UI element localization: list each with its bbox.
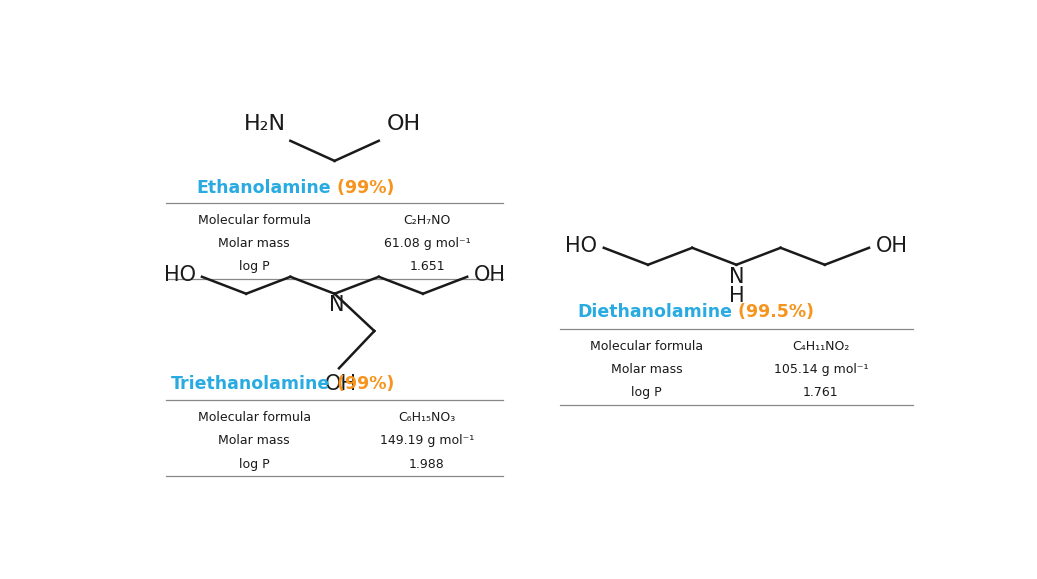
Text: (99%): (99%) (331, 375, 394, 393)
Text: H: H (729, 286, 745, 306)
Text: C₆H₁₅NO₃: C₆H₁₅NO₃ (398, 411, 455, 424)
Text: Diethanolamine: Diethanolamine (578, 303, 732, 321)
Text: N: N (329, 295, 344, 315)
Text: Molecular formula: Molecular formula (590, 340, 703, 353)
Text: log P: log P (632, 386, 662, 399)
Text: Molecular formula: Molecular formula (198, 411, 311, 424)
Text: log P: log P (239, 261, 270, 273)
Text: OH: OH (474, 265, 506, 284)
Text: 1.761: 1.761 (803, 386, 839, 399)
Text: (99%): (99%) (331, 179, 394, 197)
Text: Triethanolamine: Triethanolamine (171, 375, 331, 393)
Text: OH: OH (875, 236, 907, 255)
Text: HO: HO (164, 265, 196, 284)
Text: 149.19 g mol⁻¹: 149.19 g mol⁻¹ (380, 434, 474, 448)
Text: (99.5%): (99.5%) (732, 303, 814, 321)
Text: N: N (729, 267, 745, 287)
Text: 61.08 g mol⁻¹: 61.08 g mol⁻¹ (384, 237, 471, 250)
Text: Molecular formula: Molecular formula (198, 214, 311, 227)
Text: HO: HO (565, 236, 597, 255)
Text: Molar mass: Molar mass (219, 237, 290, 250)
Text: Ethanolamine: Ethanolamine (196, 179, 331, 197)
Text: H₂N: H₂N (245, 114, 286, 134)
Text: OH: OH (325, 373, 357, 394)
Text: C₂H₇NO: C₂H₇NO (403, 214, 451, 227)
Text: log P: log P (239, 457, 270, 471)
Text: Molar mass: Molar mass (611, 363, 682, 376)
Text: 1.988: 1.988 (410, 457, 445, 471)
Text: 105.14 g mol⁻¹: 105.14 g mol⁻¹ (774, 363, 868, 376)
Text: 1.651: 1.651 (410, 261, 445, 273)
Text: Molar mass: Molar mass (219, 434, 290, 448)
Text: OH: OH (387, 114, 421, 134)
Text: C₄H₁₁NO₂: C₄H₁₁NO₂ (792, 340, 849, 353)
